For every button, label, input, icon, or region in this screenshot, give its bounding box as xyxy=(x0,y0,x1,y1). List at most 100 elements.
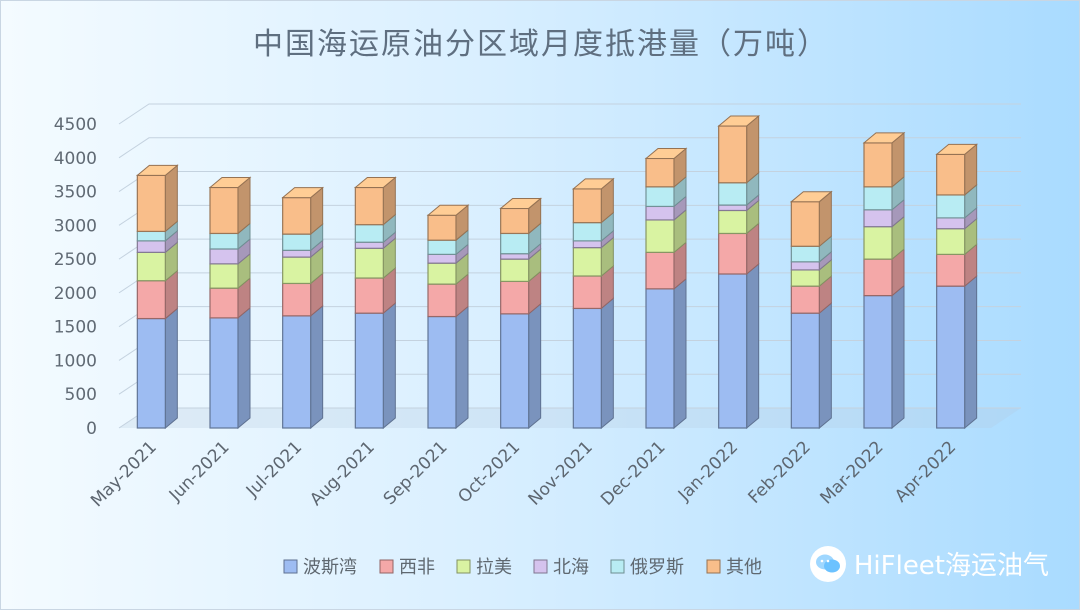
bar-segment xyxy=(500,258,530,283)
y-tick-label: 0 xyxy=(86,419,97,439)
bar-segment xyxy=(136,280,166,320)
wechat-icon xyxy=(809,545,846,582)
chart-title: 中国海运原油分区域月度抵港量（万吨） xyxy=(253,27,829,62)
bar-segment xyxy=(863,294,893,429)
y-tick-label: 1500 xyxy=(54,318,97,338)
bar-segment xyxy=(790,285,820,314)
bar-side xyxy=(164,164,178,233)
bar-segment xyxy=(282,197,312,235)
bar-segment xyxy=(790,245,820,263)
bar-side xyxy=(382,302,396,430)
bar-segment xyxy=(136,174,166,233)
bar-segment xyxy=(718,209,748,235)
y-tick-label: 4500 xyxy=(54,115,97,135)
bar-segment xyxy=(354,224,384,243)
bar-side xyxy=(237,306,251,430)
bar-segment xyxy=(790,312,820,429)
bar-top xyxy=(208,177,252,189)
bar-segment xyxy=(500,253,530,260)
bar-top xyxy=(789,191,833,203)
bar-segment xyxy=(718,204,748,212)
bar-segment xyxy=(136,317,166,429)
bar-side xyxy=(818,302,832,430)
bar-segment xyxy=(209,287,239,319)
y-tick-label: 4000 xyxy=(54,149,97,169)
bar-segment xyxy=(863,186,893,211)
legend-label: 其他 xyxy=(726,557,762,578)
bar-segment xyxy=(500,207,530,235)
bar-segment xyxy=(572,307,602,429)
bar-top xyxy=(499,197,543,209)
bar-segment xyxy=(209,317,239,429)
bar-segment xyxy=(282,282,312,317)
bar-segment xyxy=(572,275,602,310)
bar-top xyxy=(353,177,397,189)
bar-segment xyxy=(936,228,966,255)
bar-side xyxy=(528,302,542,430)
bar-segment xyxy=(936,253,966,287)
x-tick-label: Nov-2021 xyxy=(525,437,597,509)
x-tick-label: Sep-2021 xyxy=(380,437,452,509)
bar-segment xyxy=(209,263,239,289)
x-tick-label: Mar-2022 xyxy=(817,437,888,508)
watermark-text: HiFleet海运油气 xyxy=(853,551,1049,581)
bar-segment xyxy=(282,315,312,429)
bar-segment xyxy=(936,153,966,196)
bar-segment xyxy=(718,273,748,429)
bar-side xyxy=(746,114,760,184)
bar-segment xyxy=(790,261,820,271)
legend-label: 北海 xyxy=(553,557,589,578)
y-tick-label: 3000 xyxy=(54,216,97,236)
bar-segment xyxy=(282,256,312,285)
bar-segment xyxy=(354,312,384,429)
bar-segment xyxy=(645,288,675,429)
x-tick-label: Feb-2022 xyxy=(745,437,815,507)
bar-segment xyxy=(718,125,748,184)
bar-segment xyxy=(936,194,966,219)
bar-segment xyxy=(645,219,675,253)
bar-segment xyxy=(572,247,602,277)
bar-side xyxy=(455,305,469,430)
bar-top xyxy=(135,164,179,176)
bar-side xyxy=(164,307,178,430)
x-tick-label: Oct-2021 xyxy=(454,437,524,507)
bar-segment xyxy=(936,217,966,230)
bar-side xyxy=(310,304,324,430)
legend-label: 拉美 xyxy=(476,557,512,578)
bar-segment xyxy=(427,214,457,241)
bar-segment xyxy=(863,258,893,297)
bar-segment xyxy=(282,233,312,251)
bar-segment xyxy=(282,249,312,258)
x-tick-label: Apr-2022 xyxy=(891,437,960,506)
bar-segment xyxy=(645,251,675,290)
bar-segment xyxy=(572,240,602,249)
bar-segment xyxy=(645,186,675,208)
bar-segment xyxy=(790,269,820,287)
bar-segment xyxy=(500,280,530,315)
x-tick-label: Jul-2021 xyxy=(242,437,306,501)
legend-swatch xyxy=(379,559,394,574)
y-tick-label: 2500 xyxy=(54,250,97,270)
legend-swatch xyxy=(610,559,625,574)
bar-top xyxy=(281,187,325,199)
bar-segment xyxy=(645,205,675,221)
bar-top xyxy=(571,178,615,190)
legend-swatch xyxy=(706,559,721,574)
legend-label: 俄罗斯 xyxy=(630,557,684,578)
x-tick-label: May-2021 xyxy=(87,437,161,511)
y-tick-label: 3500 xyxy=(54,183,97,203)
legend-swatch xyxy=(533,559,548,574)
bar-segment xyxy=(354,247,384,279)
bar-side xyxy=(746,262,760,430)
bar-segment xyxy=(500,232,530,255)
bar-top xyxy=(644,147,688,159)
bar-segment xyxy=(427,239,457,255)
bar-segment xyxy=(354,241,384,249)
bar-segment xyxy=(427,262,457,285)
bar-segment xyxy=(354,277,384,314)
bar-segment xyxy=(427,283,457,318)
bar-top xyxy=(935,143,979,155)
bar-segment xyxy=(209,232,239,250)
bar-segment xyxy=(136,230,166,242)
